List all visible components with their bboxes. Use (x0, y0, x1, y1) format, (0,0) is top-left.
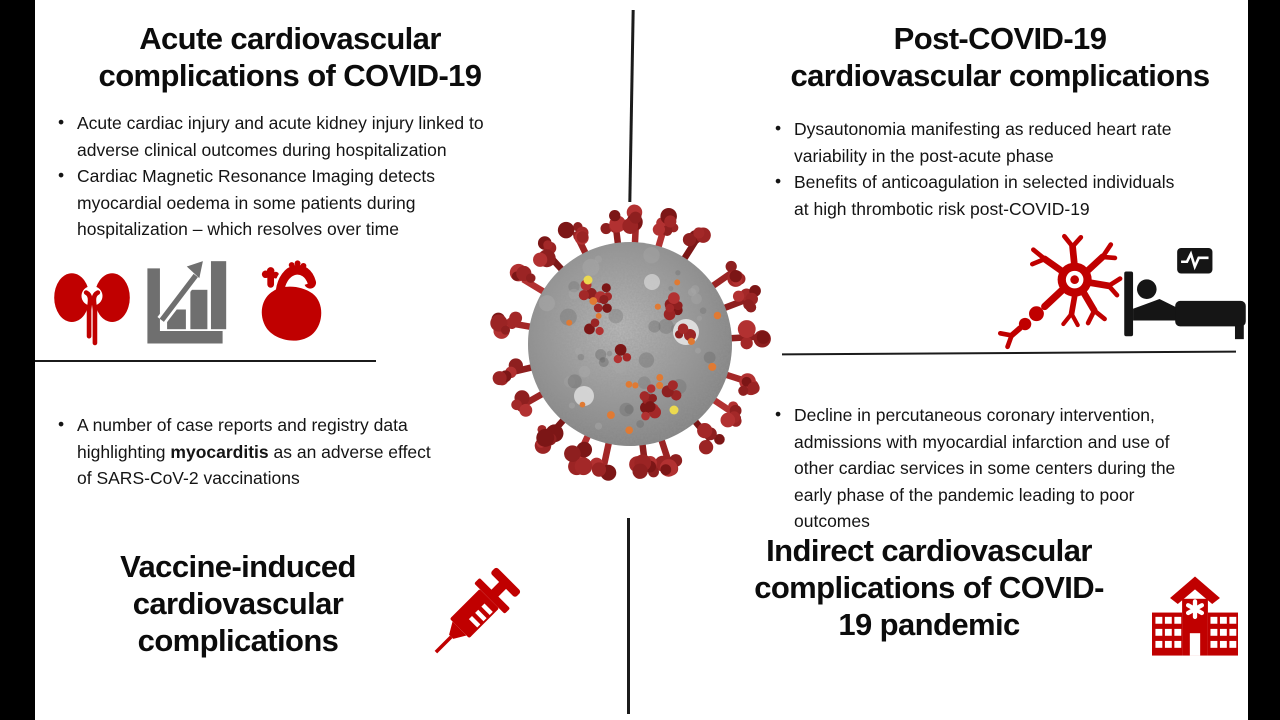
acute-complications-title: Acute cardiovascular complications of CO… (98, 21, 483, 93)
bullet-item: Acute cardiac injury and acute kidney in… (55, 109, 560, 163)
heart-icon (261, 260, 322, 341)
right-black-bar (1248, 0, 1280, 720)
acute-bullet-list: Acute cardiac injury and acute kidney in… (55, 109, 560, 243)
top-vertical-divider (628, 9, 635, 203)
vaccine-induced-title: Vaccine-induced cardiovascular complicat… (120, 549, 356, 658)
myocarditis-bold-text: myocarditis (170, 441, 269, 462)
post-covid-bullet-list: Dysautonomia manifesting as reduced hear… (772, 115, 1250, 222)
hospital-bed-icon (1124, 248, 1246, 340)
indirect-bullet-list: Decline in percutaneous coronary interve… (772, 401, 1257, 535)
post-covid-title: Post-COVID-19 cardiovascular complicatio… (790, 21, 1210, 93)
left-black-bar (0, 0, 35, 720)
bottom-vertical-divider (627, 518, 630, 714)
bar-chart-icon (147, 261, 227, 344)
vaccine-bullet-list: A number of case reports and registry da… (55, 411, 525, 492)
bullet-item: Cardiac Magnetic Resonance Imaging detec… (55, 162, 560, 243)
kidneys-icon (54, 273, 130, 346)
bullet-item: A number of case reports and registry da… (55, 411, 525, 492)
bullet-item: Dysautonomia manifesting as reduced hear… (772, 115, 1250, 169)
coronavirus-image (490, 204, 771, 481)
hospital-building-icon (1152, 576, 1238, 656)
syringe-icon (434, 567, 521, 654)
bullet-item: Decline in percutaneous coronary interve… (772, 401, 1257, 535)
neuron-icon (997, 233, 1123, 350)
bullet-item: Benefits of anticoagulation in selected … (772, 168, 1250, 222)
indirect-complications-title: Indirect cardiovascular complications of… (754, 533, 1104, 642)
left-horizontal-divider (35, 360, 376, 362)
